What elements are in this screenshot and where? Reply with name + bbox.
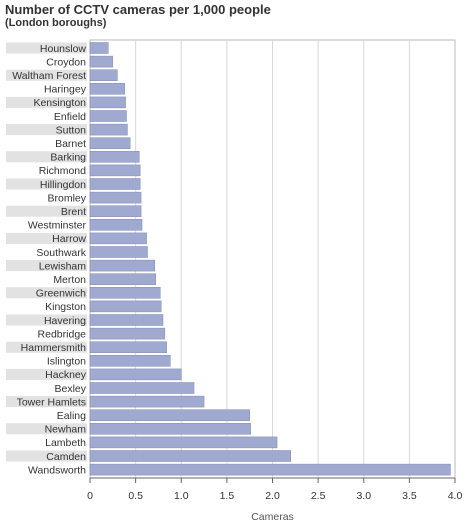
category-label: Lambeth (45, 437, 86, 449)
category-label: Havering (44, 315, 86, 327)
x-tick-label: 0.5 (128, 490, 143, 502)
chart-title: Number of CCTV cameras per 1,000 people (5, 2, 271, 17)
category-label: Merton (53, 274, 86, 286)
bar-barnet (89, 137, 131, 149)
category-label: Waltham Forest (12, 70, 86, 82)
category-label: Wandsworth (28, 464, 86, 476)
label-band (6, 42, 87, 54)
bar-bromley (89, 191, 142, 204)
category-label: Barking (50, 152, 86, 164)
x-tick-label: 3.0 (356, 490, 371, 502)
category-label: Islington (47, 356, 86, 368)
category-label: Bromley (47, 192, 86, 204)
bar-hillingdon (89, 178, 141, 190)
label-band (6, 124, 87, 136)
bar-hounslow (89, 42, 109, 54)
bar-hammersmith (89, 341, 167, 353)
bar-richmond (89, 164, 141, 177)
bar-enfield (89, 110, 127, 122)
category-label: Hillingdon (40, 179, 86, 191)
bar-newham (89, 423, 251, 435)
bar-hackney (89, 368, 182, 381)
bar-barking (89, 151, 140, 163)
label-band (6, 205, 87, 217)
bar-sutton (89, 123, 128, 136)
bar-merton (89, 273, 156, 285)
label-band (6, 151, 87, 163)
bar-tower-hamlets (89, 395, 205, 408)
x-axis: 0 0.5 1.0 1.5 2.0 2.5 3.0 3.5 4.0 (87, 477, 463, 502)
category-label: Hammersmith (21, 342, 86, 354)
category-label: Harrow (52, 233, 86, 245)
x-tick-label: 2.5 (311, 490, 326, 502)
label-band (6, 232, 87, 244)
category-label: Haringey (44, 84, 87, 96)
label-band (6, 368, 87, 380)
category-label: Hackney (45, 369, 87, 381)
bar-kensington (89, 96, 126, 109)
label-band (6, 287, 87, 299)
bar-waltham-forest (89, 69, 118, 81)
label-band (6, 314, 87, 326)
bar-harrow (89, 232, 147, 245)
label-bands (6, 42, 87, 462)
category-label: Redbridge (38, 328, 87, 340)
bar-greenwich (89, 287, 161, 299)
category-label: Lewisham (39, 260, 87, 272)
category-label: Croydon (46, 56, 86, 68)
label-band (6, 341, 87, 353)
chart-subtitle: (London boroughs) (5, 17, 107, 29)
label-band (6, 69, 87, 81)
category-label: Ealing (57, 410, 86, 422)
bar-havering (89, 314, 164, 326)
category-label: Southwark (36, 247, 86, 259)
label-band (6, 423, 87, 435)
bar-islington (89, 355, 171, 367)
x-axis-title: Cameras (251, 511, 294, 523)
bar-ealing (89, 409, 250, 421)
category-label: Bexley (54, 383, 86, 395)
label-band (6, 260, 87, 272)
category-label: Enfield (54, 111, 86, 123)
x-tick-label: 3.5 (402, 490, 417, 502)
category-label: Kensington (33, 97, 86, 109)
category-label: Hounslow (40, 43, 87, 55)
bar-redbridge (89, 327, 166, 340)
bar-lambeth (89, 436, 278, 449)
bar-westminster (89, 219, 143, 231)
bar-wandsworth (89, 463, 451, 476)
x-tick-label: 4.0 (448, 490, 463, 502)
category-label: Brent (61, 206, 86, 218)
bar-brent (89, 205, 142, 217)
bar-southwark (89, 246, 148, 258)
label-band (6, 96, 87, 108)
x-tick-label: 1.0 (174, 490, 189, 502)
category-label: Camden (46, 451, 86, 463)
bar-camden (89, 450, 291, 462)
x-tick-label: 1.5 (220, 490, 235, 502)
category-label: Westminster (28, 220, 87, 232)
category-label: Richmond (39, 165, 86, 177)
bar-kingston (89, 300, 162, 313)
label-band (6, 396, 87, 408)
category-label: Kingston (45, 301, 86, 313)
x-tick-label: 0 (87, 490, 93, 502)
bar-haringey (89, 83, 125, 95)
bar-bexley (89, 382, 195, 394)
category-label: Barnet (55, 138, 86, 150)
label-band (6, 178, 87, 190)
category-label: Sutton (56, 124, 87, 136)
bar-lewisham (89, 259, 156, 272)
bar-croydon (89, 55, 114, 68)
category-label: Greenwich (36, 288, 86, 300)
label-band (6, 450, 87, 462)
x-tick-label: 2.0 (265, 490, 280, 502)
bars (89, 42, 451, 476)
category-label: Newham (45, 424, 87, 436)
category-label: Tower Hamlets (17, 396, 86, 408)
